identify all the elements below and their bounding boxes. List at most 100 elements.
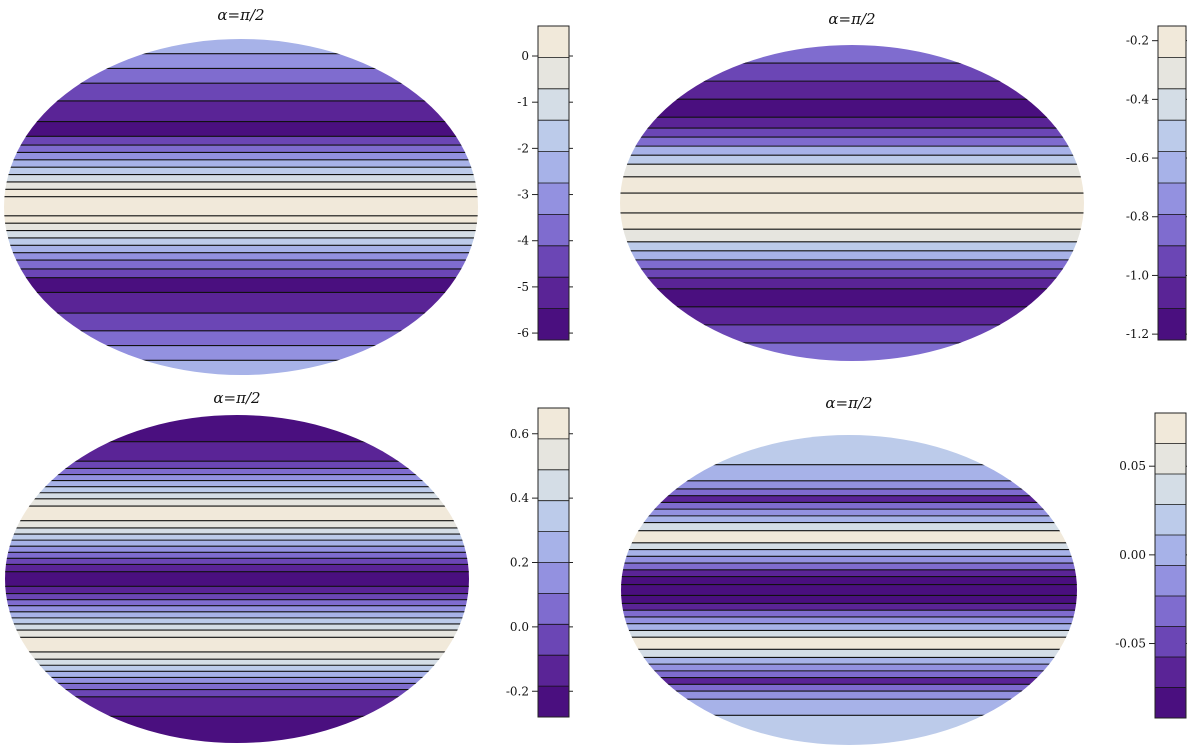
contour-band (620, 268, 1084, 279)
colorbar-frame (1154, 412, 1187, 719)
colorbar-tick-label: 0.4 (510, 491, 529, 505)
colorbar-tick-label: 0.05 (1119, 459, 1146, 473)
contour-band (4, 313, 478, 332)
contour-band (5, 611, 469, 619)
colorbar-swatch (1158, 26, 1186, 58)
contour-band (5, 546, 469, 553)
colorbar-tick-label: -2 (517, 141, 529, 155)
contour-panel-2: α=π/2 -0.2 -0.4 -0.6 -0.8 -1.0 -1.2 (620, 10, 1187, 361)
colorbar-swatch (1155, 657, 1186, 688)
contour-band (621, 623, 1077, 632)
colorbar-tick-label: -4 (517, 234, 529, 248)
contour-band (5, 506, 469, 522)
contour-band (621, 522, 1077, 532)
contour-band (621, 691, 1077, 700)
colorbar-swatch (538, 245, 569, 278)
colorbar-swatch (538, 624, 569, 656)
contour-band (621, 699, 1077, 716)
colorbar: 0.05 0.00 -0.05 (1115, 412, 1187, 719)
colorbar-tick-label: -5 (517, 280, 529, 294)
contour-band (621, 610, 1077, 618)
colorbar-swatch (1158, 245, 1186, 278)
contour-band (5, 441, 469, 462)
contour-band (621, 435, 1077, 466)
colorbar-tick-label: -0.4 (1126, 92, 1150, 106)
contour-band (621, 556, 1077, 564)
contour-band (620, 241, 1084, 252)
contour-band (4, 136, 478, 146)
contour-band (621, 530, 1077, 544)
colorbar-swatch (538, 593, 569, 625)
contour-panel-4: α=π/2 0.05 0.00 -0.05 (621, 394, 1187, 745)
colorbar-tick-label: -0.8 (1126, 210, 1149, 224)
contour-band (5, 677, 469, 685)
contour-band (621, 569, 1077, 578)
contour-band (620, 155, 1084, 165)
contour-field (4, 39, 478, 375)
panel-title: α=π/2 (213, 389, 260, 407)
contour-band (621, 563, 1077, 571)
colorbar-tick-label: 0.00 (1119, 548, 1146, 562)
contour-band (5, 534, 469, 541)
contour-band (620, 212, 1084, 230)
colorbar-tick-label: 0.2 (510, 556, 529, 570)
contour-band (621, 684, 1077, 692)
contour-band (620, 99, 1084, 118)
contour-band (620, 137, 1084, 147)
contour-band (621, 616, 1077, 625)
colorbar-frame (537, 25, 570, 341)
contour-band (621, 488, 1077, 497)
colorbar-swatch (1158, 120, 1186, 152)
contour-band (621, 515, 1077, 524)
colorbar-swatch (538, 88, 569, 121)
colorbar-swatch (538, 686, 569, 718)
colorbar: 0 -1 -2 -3 -4 -5 -6 (517, 25, 573, 341)
contour-band (4, 145, 478, 154)
contour-band (621, 509, 1077, 517)
contour-band (621, 630, 1077, 638)
colorbar-swatch (1155, 596, 1186, 627)
contour-band (4, 174, 478, 183)
contour-band (4, 189, 478, 198)
contour-band (620, 128, 1084, 138)
colorbar-tick-label: -0.6 (1126, 151, 1149, 165)
colorbar-swatch (1158, 308, 1186, 341)
colorbar-swatch (1158, 57, 1186, 90)
colorbar-swatch (538, 655, 569, 687)
contour-band (5, 486, 469, 494)
contour-band (5, 617, 469, 625)
contour-band (4, 83, 478, 102)
contour-band (5, 461, 469, 470)
colorbar-swatch (538, 214, 569, 247)
colorbar-swatch (538, 438, 569, 471)
contour-band (621, 649, 1077, 658)
contour-band (620, 324, 1084, 344)
colorbar-swatch (1158, 214, 1186, 247)
contour-panel-3: α=π/2 0.6 0.4 0.2 0.0 -0.2 (5, 389, 573, 743)
panel-title: α=π/2 (217, 6, 264, 24)
contour-panel-1: α=π/2 0 -1 -2 -3 -4 -5 -6 (4, 6, 573, 375)
colorbar-swatch (1158, 183, 1186, 215)
contour-band (620, 229, 1084, 243)
contour-band (621, 464, 1077, 482)
contour-band (4, 345, 478, 361)
contour-band (621, 595, 1077, 605)
colorbar-tick-label: 0.6 (510, 427, 529, 441)
contour-band (5, 716, 469, 743)
contour-band (621, 664, 1077, 672)
colorbar-swatch (1158, 151, 1186, 184)
contour-band (5, 696, 469, 717)
contour-band (620, 288, 1084, 308)
contour-band (620, 45, 1084, 64)
contour-band (620, 81, 1084, 100)
colorbar-tick-label: -1.0 (1126, 268, 1149, 282)
contour-band (4, 252, 478, 261)
contour-band (5, 498, 469, 507)
contour-band (5, 623, 469, 631)
colorbar-swatch (1155, 504, 1186, 536)
contour-band (621, 637, 1077, 650)
contour-band (5, 552, 469, 559)
colorbar-tick-label: -3 (517, 188, 529, 202)
contour-band (4, 53, 478, 70)
